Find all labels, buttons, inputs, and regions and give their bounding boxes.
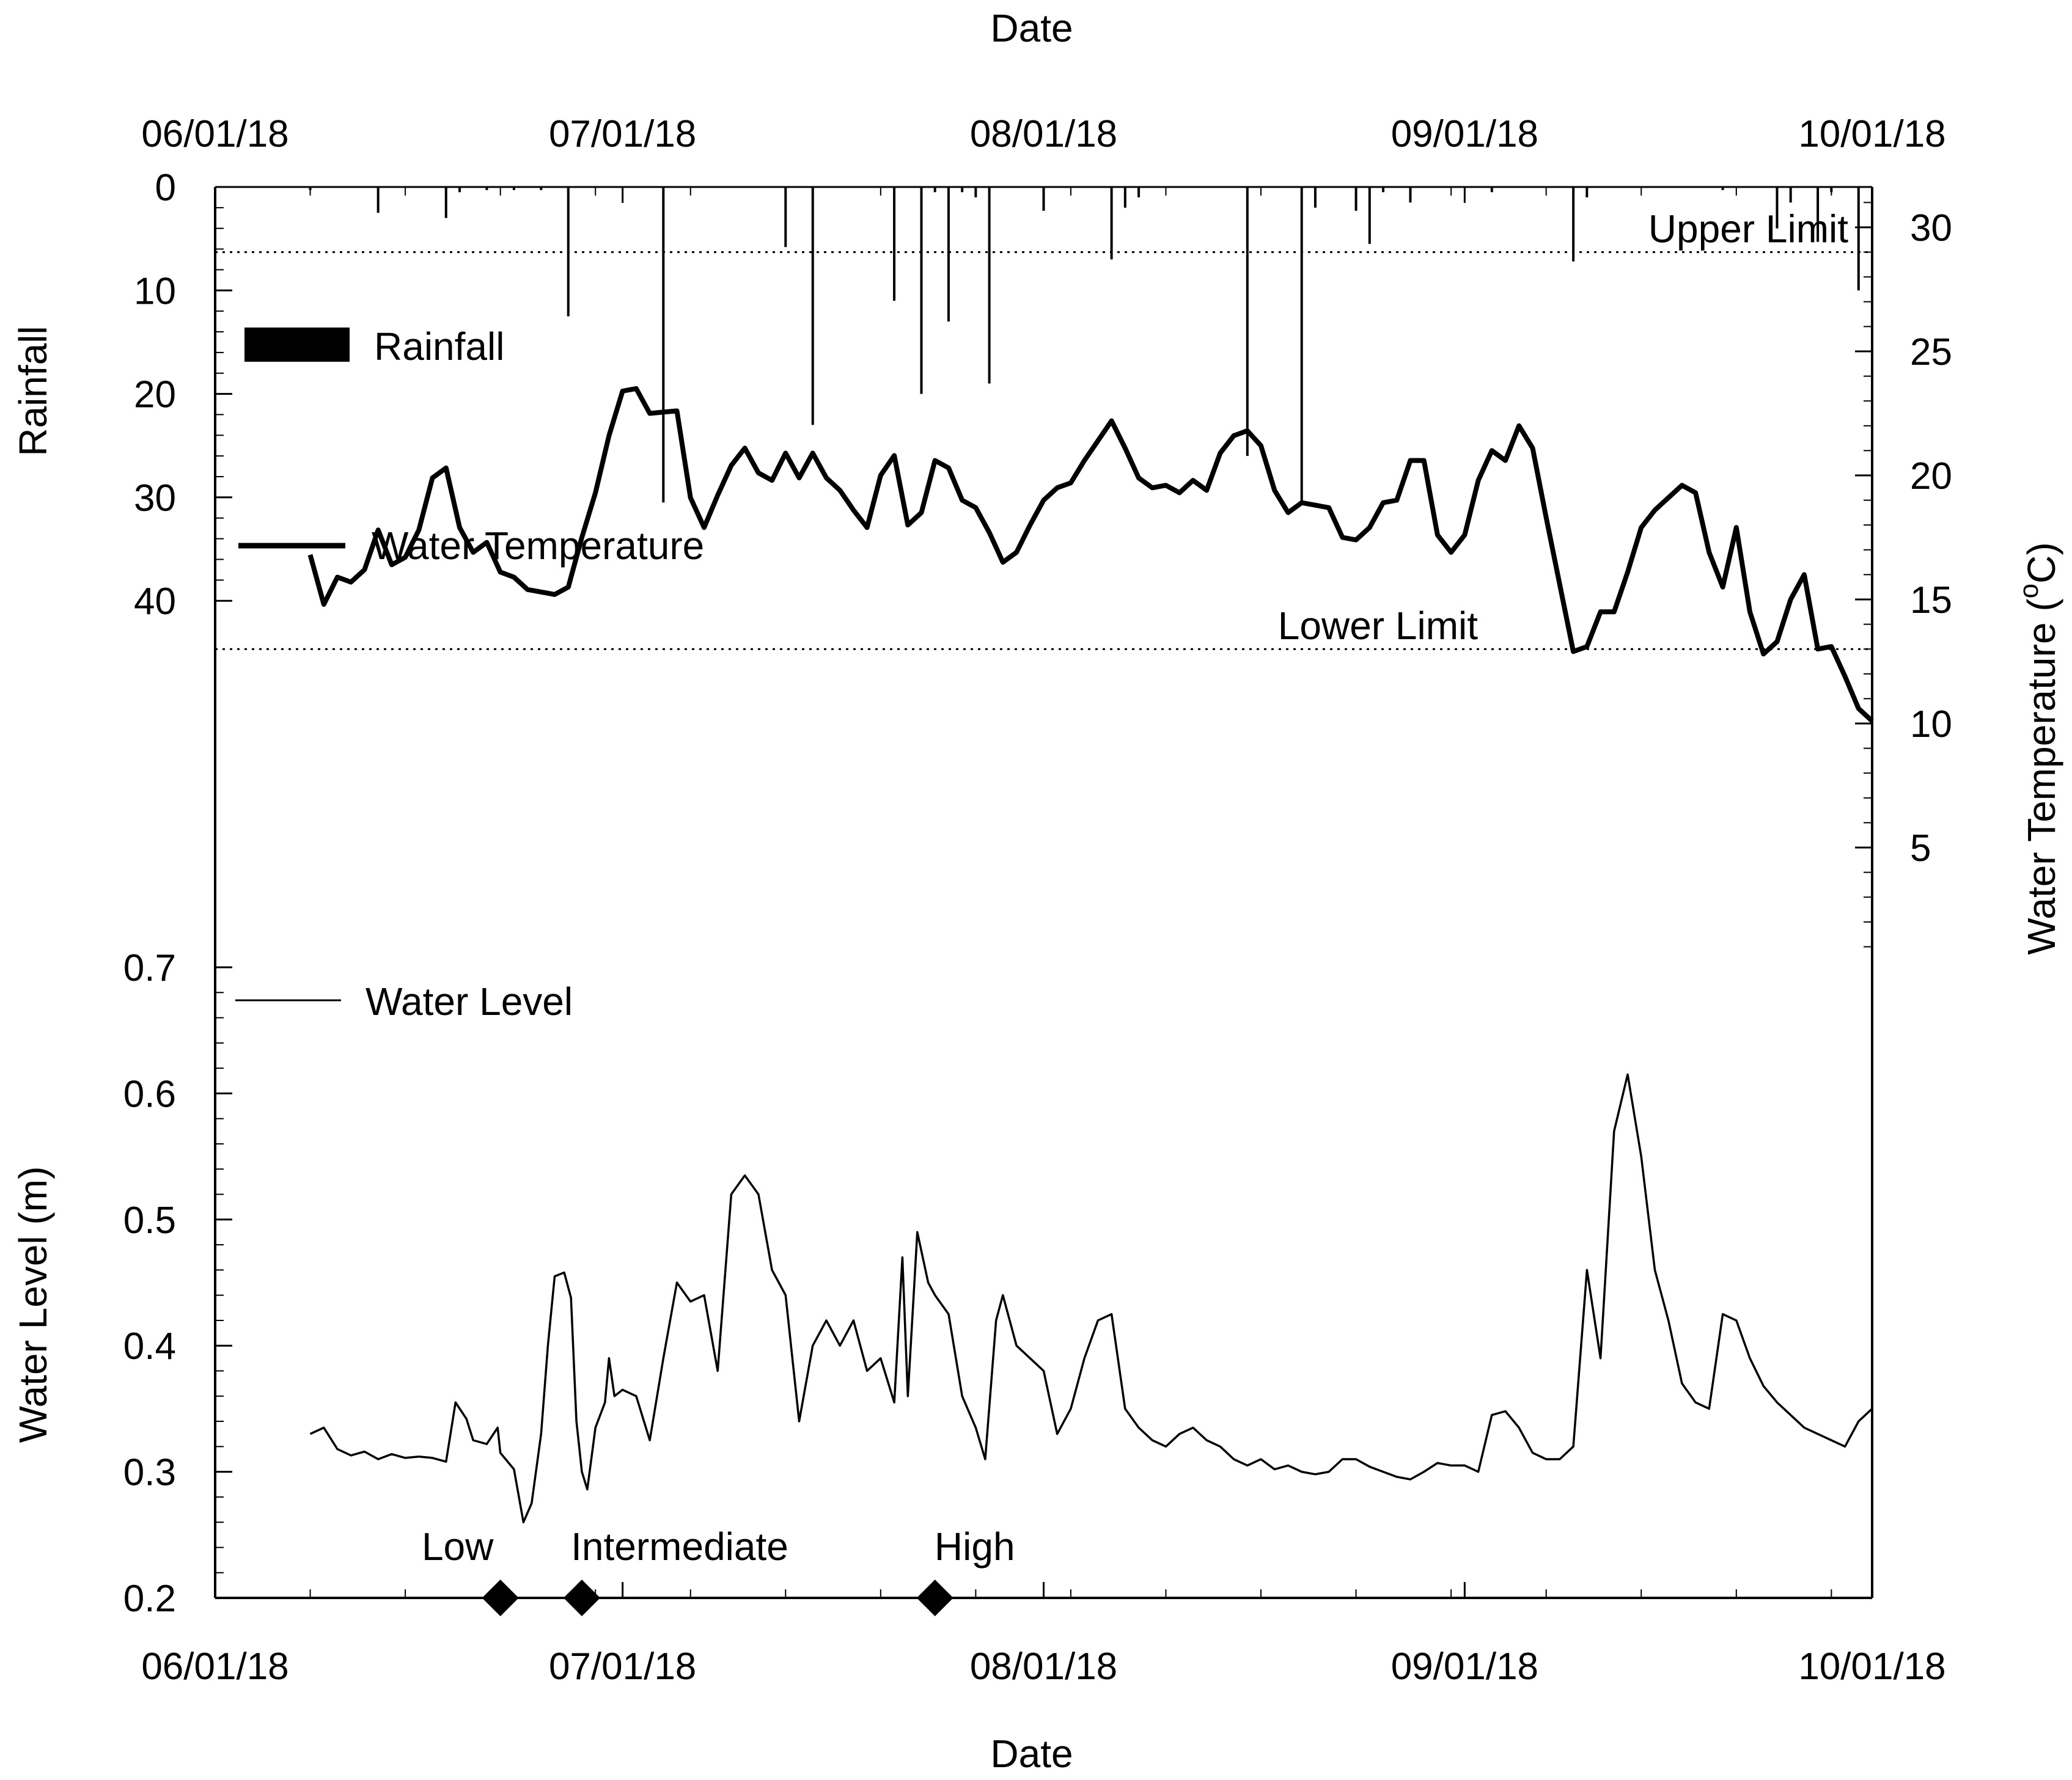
rainfall-bars bbox=[309, 187, 1860, 503]
legend: Rainfall Water Temperature Water Level bbox=[235, 324, 704, 1024]
water-level-tick-label: 0.4 bbox=[123, 1325, 176, 1368]
legend-level-label: Water Level bbox=[366, 980, 573, 1024]
flow-marker-diamond bbox=[482, 1580, 519, 1616]
water-level-axis: 0.2 0.3 0.4 0.5 0.6 0.7 bbox=[123, 947, 232, 1620]
date-tick-label-bottom: 07/01/18 bbox=[549, 1646, 696, 1688]
rainfall-tick-label: 40 bbox=[134, 581, 176, 623]
date-ticks: 06/01/18 06/01/18 07/01/18 07/01/18 08/01/18… bbox=[141, 113, 1945, 1688]
date-tick-label-bottom: 06/01/18 bbox=[141, 1646, 288, 1688]
water-level-axis-title: Water Level (m) bbox=[11, 1167, 55, 1443]
x-axis-title-top: Date bbox=[990, 6, 1073, 50]
date-tick-label-top: 06/01/18 bbox=[141, 113, 288, 155]
series-lines bbox=[307, 386, 1874, 1523]
x-axis-title-bottom: Date bbox=[990, 1732, 1073, 1776]
water-level-tick-label: 0.5 bbox=[123, 1199, 176, 1242]
temperature-tick-label: 25 bbox=[1910, 331, 1952, 373]
flow-markers: Low Intermediate High bbox=[422, 1525, 1015, 1616]
legend-rainfall-swatch bbox=[244, 328, 350, 362]
rainfall-tick-label: 0 bbox=[155, 167, 176, 209]
date-tick-label-bottom: 08/01/18 bbox=[970, 1646, 1117, 1688]
temperature-tick-label: 15 bbox=[1910, 579, 1952, 621]
water-level-line bbox=[309, 1073, 1873, 1523]
legend-temperature-label: Water Temperature bbox=[372, 524, 704, 568]
reference-lines: Upper Limit Lower Limit bbox=[215, 207, 1872, 650]
flow-marker-diamond bbox=[916, 1580, 953, 1616]
temperature-axis: 5 10 15 20 25 30 bbox=[1855, 202, 1952, 948]
date-tick-label-bottom: 10/01/18 bbox=[1798, 1646, 1945, 1688]
flow-marker-label: Low bbox=[422, 1525, 494, 1569]
water-level-tick-label: 0.3 bbox=[123, 1452, 176, 1494]
date-tick-label-top: 08/01/18 bbox=[970, 113, 1117, 155]
water-level-tick-label: 0.6 bbox=[123, 1073, 176, 1115]
lower-limit-label: Lower Limit bbox=[1278, 604, 1478, 648]
rainfall-tick-label: 10 bbox=[134, 270, 176, 312]
date-tick-label-top: 07/01/18 bbox=[549, 113, 696, 155]
date-tick-label-bottom: 09/01/18 bbox=[1391, 1646, 1538, 1688]
temperature-tick-label: 5 bbox=[1910, 827, 1931, 870]
rainfall-axis-title: Rainfall bbox=[11, 326, 55, 456]
temperature-tick-label: 30 bbox=[1910, 207, 1952, 249]
upper-limit-label: Upper Limit bbox=[1648, 207, 1848, 251]
rainfall-tick-label: 30 bbox=[134, 477, 176, 519]
rainfall-axis: 0 10 20 30 40 bbox=[134, 167, 232, 623]
temperature-axis-title: Water Temperature (oC) bbox=[2014, 542, 2063, 954]
flow-marker-diamond bbox=[563, 1580, 600, 1616]
temperature-tick-label: 20 bbox=[1910, 455, 1952, 497]
water-temperature-line bbox=[307, 386, 1874, 723]
temperature-tick-label: 10 bbox=[1910, 703, 1952, 745]
date-tick-label-top: 10/01/18 bbox=[1798, 113, 1945, 155]
date-tick-label-top: 09/01/18 bbox=[1391, 113, 1538, 155]
axes-frame bbox=[214, 186, 1873, 1599]
water-level-tick-label: 0.2 bbox=[123, 1578, 176, 1620]
flow-marker-label: Intermediate bbox=[571, 1525, 788, 1569]
water-level-tick-label: 0.7 bbox=[123, 947, 176, 989]
legend-rainfall-label: Rainfall bbox=[374, 324, 504, 368]
flow-marker-label: High bbox=[935, 1525, 1015, 1569]
rainfall-tick-label: 20 bbox=[134, 374, 176, 416]
